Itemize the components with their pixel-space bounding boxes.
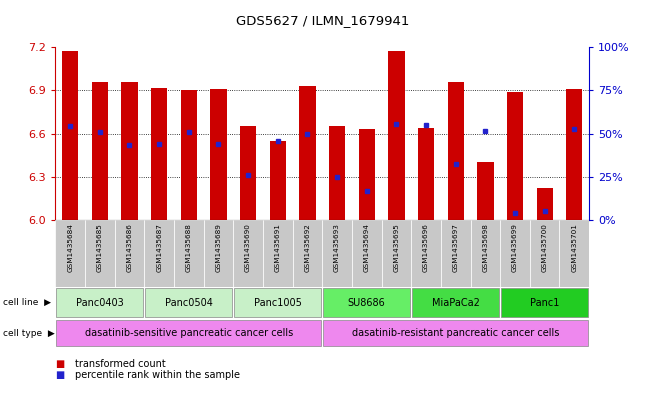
Text: GSM1435693: GSM1435693 (334, 223, 340, 272)
Text: percentile rank within the sample: percentile rank within the sample (75, 370, 240, 380)
Bar (115, 220, 145, 287)
Text: GSM1435690: GSM1435690 (245, 223, 251, 272)
Bar (55, 220, 85, 287)
Text: GSM1435692: GSM1435692 (305, 223, 311, 272)
Text: Panc1005: Panc1005 (254, 298, 301, 308)
Bar (56, 320, 322, 346)
Text: GSM1435696: GSM1435696 (423, 223, 429, 272)
Text: GSM1435686: GSM1435686 (126, 223, 132, 272)
Bar (388, 51, 404, 220)
Text: GSM1435698: GSM1435698 (482, 223, 488, 272)
Bar (323, 320, 589, 346)
Text: GSM1435684: GSM1435684 (67, 223, 73, 272)
Text: GSM1435701: GSM1435701 (572, 223, 577, 272)
Bar (233, 220, 263, 287)
Bar (471, 220, 500, 287)
Bar (411, 220, 441, 287)
Text: GDS5627 / ILMN_1679941: GDS5627 / ILMN_1679941 (236, 15, 409, 28)
Bar (323, 288, 410, 317)
Bar (263, 220, 292, 287)
Text: GSM1435685: GSM1435685 (97, 223, 103, 272)
Text: cell line  ▶: cell line ▶ (3, 298, 51, 307)
Text: GSM1435691: GSM1435691 (275, 223, 281, 272)
Bar (329, 127, 345, 220)
Text: GSM1435697: GSM1435697 (452, 223, 459, 272)
Bar (299, 86, 316, 220)
Text: SU8686: SU8686 (348, 298, 385, 308)
Bar (145, 288, 232, 317)
Bar (145, 220, 174, 287)
Text: GSM1435688: GSM1435688 (186, 223, 192, 272)
Bar (477, 162, 493, 220)
Text: GSM1435689: GSM1435689 (215, 223, 221, 272)
Bar (530, 220, 559, 287)
Bar (204, 220, 233, 287)
Bar (441, 220, 471, 287)
Text: MiaPaCa2: MiaPaCa2 (432, 298, 480, 308)
Text: GSM1435699: GSM1435699 (512, 223, 518, 272)
Text: GSM1435694: GSM1435694 (364, 223, 370, 272)
Bar (121, 82, 137, 220)
Bar (270, 141, 286, 220)
Bar (180, 90, 197, 220)
Text: ■: ■ (55, 358, 64, 369)
Text: GSM1435687: GSM1435687 (156, 223, 162, 272)
Bar (501, 288, 589, 317)
Bar (500, 220, 530, 287)
Bar (151, 88, 167, 220)
Bar (240, 127, 256, 220)
Bar (381, 220, 411, 287)
Bar (174, 220, 204, 287)
Text: ■: ■ (55, 370, 64, 380)
Text: Panc1: Panc1 (530, 298, 559, 308)
Bar (536, 188, 553, 220)
Text: Panc0504: Panc0504 (165, 298, 213, 308)
Bar (418, 128, 434, 220)
Bar (412, 288, 499, 317)
Bar (447, 82, 464, 220)
Bar (566, 89, 583, 220)
Text: dasatinib-sensitive pancreatic cancer cells: dasatinib-sensitive pancreatic cancer ce… (85, 328, 293, 338)
Bar (234, 288, 322, 317)
Text: GSM1435700: GSM1435700 (542, 223, 547, 272)
Bar (210, 89, 227, 220)
Bar (56, 288, 143, 317)
Text: GSM1435695: GSM1435695 (393, 223, 399, 272)
Bar (85, 220, 115, 287)
Bar (92, 82, 108, 220)
Text: Panc0403: Panc0403 (76, 298, 124, 308)
Bar (507, 92, 523, 220)
Bar (62, 51, 78, 220)
Bar (359, 129, 375, 220)
Bar (292, 220, 322, 287)
Bar (352, 220, 381, 287)
Bar (559, 220, 589, 287)
Text: cell type  ▶: cell type ▶ (3, 329, 55, 338)
Text: dasatinib-resistant pancreatic cancer cells: dasatinib-resistant pancreatic cancer ce… (352, 328, 559, 338)
Bar (322, 220, 352, 287)
Text: transformed count: transformed count (75, 358, 165, 369)
